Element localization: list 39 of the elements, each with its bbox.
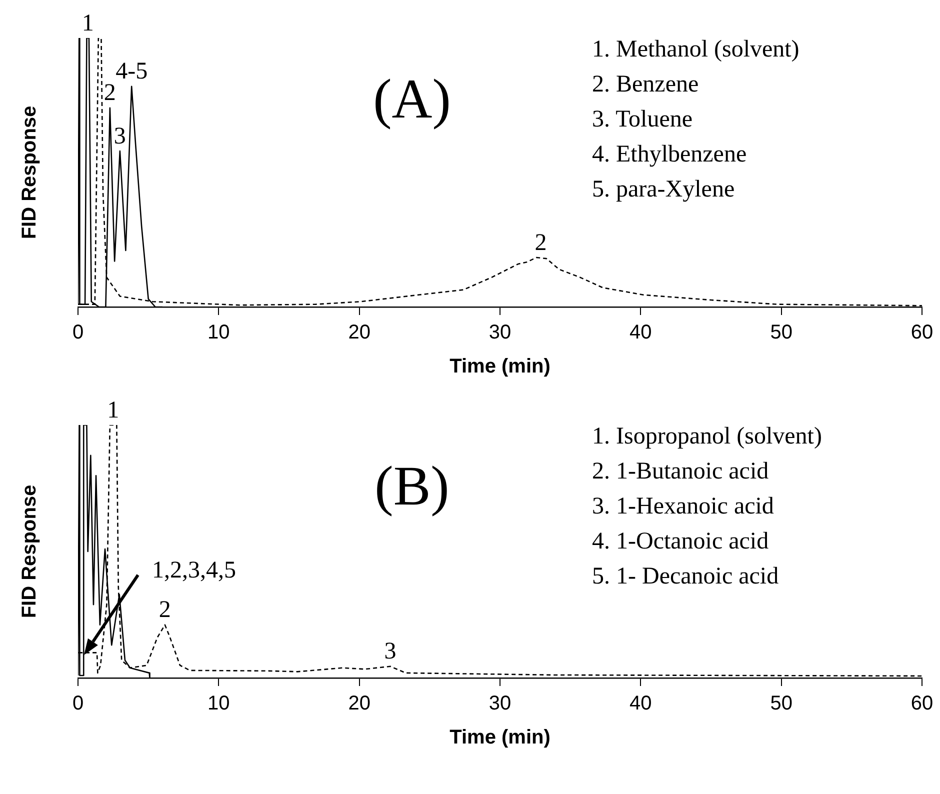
annotation: 5. 1- Decanoic acid (592, 563, 779, 590)
x-tick-label: 60 (910, 692, 934, 715)
annotation: 1. Methanol (solvent) (592, 36, 800, 62)
x-tick-label: 10 (208, 322, 230, 344)
x-tick-label: 50 (770, 692, 792, 715)
annotation: (B) (374, 456, 450, 518)
x-tick-label: 60 (910, 322, 934, 344)
x-axis-title: Time (min) (450, 356, 550, 378)
annotation: (A) (373, 68, 451, 131)
x-tick-label: 0 (72, 692, 84, 715)
x-tick-label: 20 (348, 692, 370, 715)
annotation: 4. 1-Octanoic acid (592, 528, 769, 554)
x-axis-title: Time (min) (450, 726, 550, 749)
x-tick-label: 40 (630, 692, 652, 715)
annotation: 4-5 (116, 58, 148, 85)
annotation: 2 (158, 597, 171, 624)
annotation: 1,2,3,4,5 (152, 557, 236, 584)
x-tick-label: 20 (348, 322, 370, 344)
x-tick-label: 30 (488, 692, 512, 715)
annotation: 3. Toluene (592, 106, 693, 132)
annotation: 1. Isopropanol (solvent) (592, 423, 822, 450)
x-tick-label: 0 (72, 322, 84, 344)
y-axis-title: FID Response (18, 484, 41, 618)
annotation: 2. Benzene (592, 71, 699, 98)
annotation: 3 (114, 123, 126, 150)
annotation: 2. 1-Butanoic acid (592, 458, 769, 484)
annotation: 2 (104, 80, 116, 106)
annotation: 3. 1-Hexanoic acid (592, 493, 774, 520)
annotation: 3 (384, 638, 396, 665)
x-tick-label: 50 (770, 322, 792, 344)
annotation: 4. Ethylbenzene (592, 141, 747, 168)
annotation: 5. para-Xylene (592, 176, 735, 202)
x-tick-label: 30 (488, 322, 512, 344)
annotation: 1 (107, 397, 120, 424)
annotation: 1 (82, 10, 94, 36)
annotation: 2 (534, 230, 547, 256)
x-tick-label: 40 (630, 322, 652, 344)
x-tick-label: 10 (208, 692, 230, 715)
y-axis-title: FID Response (18, 106, 41, 240)
